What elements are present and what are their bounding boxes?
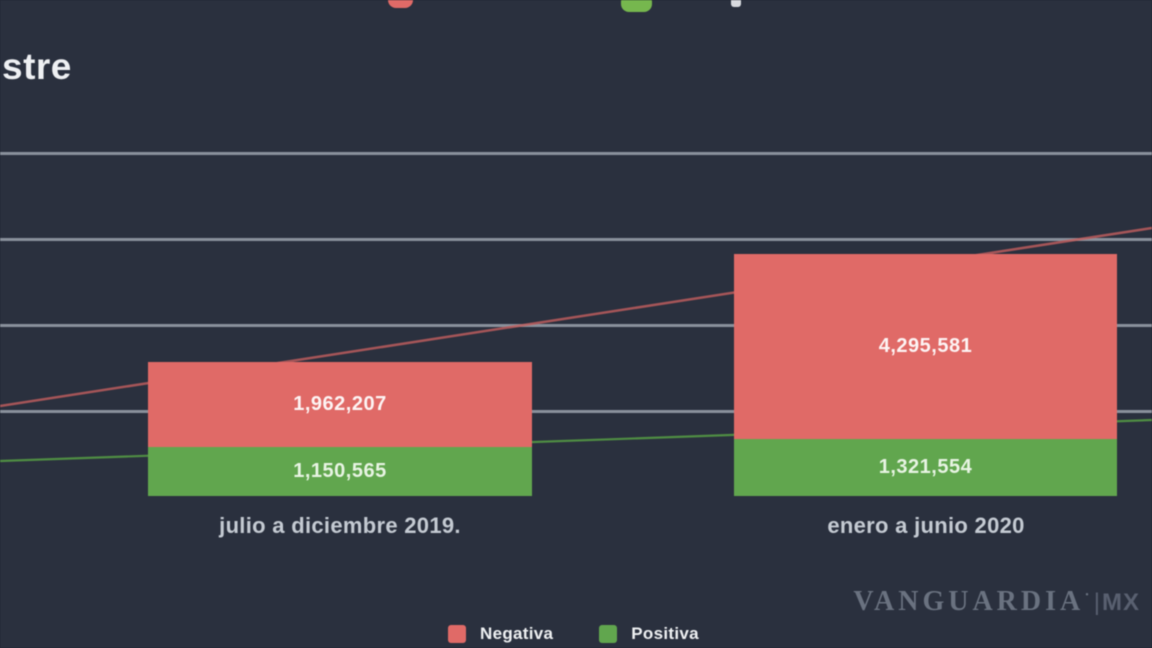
legend-swatch-negativa [448,625,466,643]
chart-title-fragment: stre [2,46,72,87]
legend-label-positiva: Positiva [631,624,699,643]
bar-julio-diciembre-2019: 1,962,207 1,150,565 [148,362,532,496]
legend-item-positiva: Positiva [599,624,699,644]
gridline-4000000 [0,324,1152,327]
x-axis-label-julio-diciembre-2019: julio a diciembre 2019. [219,513,461,538]
legend-item-negativa: Negativa [448,624,553,644]
watermark-separator: | [1093,589,1100,616]
value-label-negativa: 4,295,581 [878,335,973,358]
watermark-reg-mark: • [1085,590,1089,601]
x-axis-label-enero-junio-2020: enero a junio 2020 [827,513,1025,538]
legend: Negativa Positiva [448,624,699,644]
bar-enero-junio-2020: 4,295,581 1,321,554 [734,254,1117,496]
gridline-2000000 [0,410,1152,413]
bar-segment-positiva: 1,150,565 [148,446,532,496]
gridline-6000000 [0,238,1152,241]
value-label-positiva: 1,150,565 [293,459,387,482]
gridline-8000000 [0,152,1152,155]
bar-segment-negativa: 1,962,207 [148,362,532,447]
legend-swatch-positiva [599,625,618,643]
watermark-suffix: MX [1102,589,1140,616]
watermark: VANGUARDIA • | MX [853,586,1140,618]
top-legend-text-fragment [731,0,741,7]
bar-segment-positiva: 1,321,554 [734,439,1117,496]
legend-label-negativa: Negativa [480,624,554,643]
value-label-positiva: 1,321,554 [878,456,973,479]
top-legend-positiva-marker-cut [621,0,652,12]
value-label-negativa: 1,962,207 [293,392,387,415]
top-legend-negativa-marker-cut [388,0,413,8]
bar-segment-negativa: 4,295,581 [734,254,1117,440]
watermark-brand: VANGUARDIA [853,586,1085,617]
